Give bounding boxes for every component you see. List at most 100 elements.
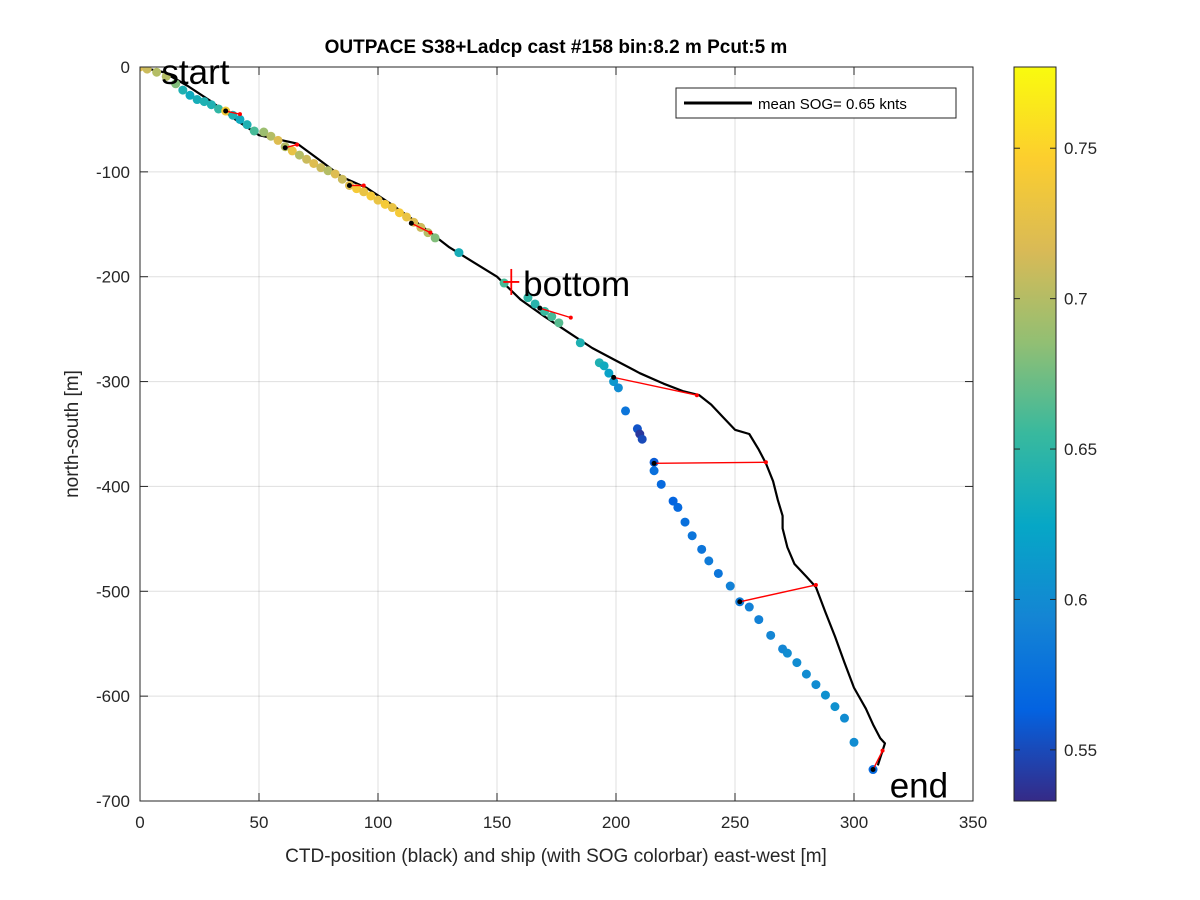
annotations: start bottom end — [161, 53, 948, 805]
connector-line — [539, 307, 571, 319]
ship-point — [725, 581, 735, 591]
ship-point — [142, 67, 152, 74]
grid — [139, 66, 974, 802]
legend: mean SOG= 0.65 knts — [675, 87, 957, 119]
ship-point — [830, 702, 840, 712]
x-tick-label: 150 — [483, 813, 511, 832]
ship-sample-marker — [408, 220, 414, 226]
colorbar-gradient — [1013, 66, 1057, 802]
ship-point — [575, 338, 585, 348]
y-tick-label: -400 — [96, 477, 130, 496]
ship-point — [287, 146, 297, 156]
connector-line — [613, 376, 698, 396]
ship-point — [599, 361, 609, 371]
colorbar-tick-label: 0.55 — [1064, 741, 1097, 760]
ctd-sample-marker — [428, 230, 433, 235]
legend-label: mean SOG= 0.65 knts — [758, 96, 907, 113]
ship-point — [337, 174, 347, 184]
x-tick-label: 300 — [840, 813, 868, 832]
ship-sample-marker — [737, 599, 743, 605]
ship-point — [744, 602, 754, 612]
ship-sample-marker — [870, 767, 876, 773]
ship-point — [266, 131, 276, 141]
ctd-track-line — [140, 67, 887, 766]
ctd-sample-marker — [295, 142, 300, 147]
ship-sample-marker — [282, 145, 288, 151]
markers — [503, 268, 520, 295]
annotation-start: start — [161, 53, 229, 92]
ship-point — [454, 248, 464, 258]
ship-point — [214, 104, 224, 114]
y-tick-label: -200 — [96, 268, 130, 287]
y-tick-label: -300 — [96, 373, 130, 392]
ship-point — [249, 126, 259, 136]
ship-point — [499, 278, 509, 288]
ship-point — [801, 669, 811, 679]
ship-point — [242, 120, 252, 130]
annotation-end: end — [890, 766, 948, 805]
y-tick-label: -700 — [96, 792, 130, 811]
ship-point — [323, 166, 333, 176]
ctd-sample-marker — [880, 748, 885, 753]
annotation-bottom: bottom — [523, 265, 630, 304]
ship-track — [140, 67, 878, 775]
ship-point — [656, 479, 666, 489]
ship-point — [649, 466, 659, 476]
x-tick-label: 50 — [250, 813, 269, 832]
ship-point — [697, 544, 707, 554]
ctd-track — [140, 67, 887, 766]
ship-point — [330, 169, 340, 179]
ship-point — [604, 368, 614, 378]
ship-point — [523, 293, 533, 303]
ship-point — [309, 158, 319, 168]
connectors — [223, 108, 885, 773]
ctd-sample-marker — [237, 112, 242, 117]
connector-line — [654, 461, 766, 465]
ship-point — [782, 648, 792, 658]
ship-point — [316, 163, 326, 173]
ship-point — [273, 135, 283, 145]
colorbar-tick-label: 0.7 — [1064, 290, 1088, 309]
ship-sample-marker — [223, 108, 229, 114]
ship-point — [366, 191, 376, 201]
connector-line — [872, 750, 884, 770]
ship-point — [192, 95, 202, 105]
ship-point — [554, 318, 564, 328]
ship-point — [430, 233, 440, 243]
y-tick-label: -100 — [96, 163, 130, 182]
ship-sample-marker — [651, 460, 657, 466]
ship-point — [621, 406, 631, 416]
connector-line — [739, 584, 817, 603]
ship-point — [792, 658, 802, 668]
ship-point — [547, 312, 557, 322]
ship-point — [820, 690, 830, 700]
ship-point — [206, 100, 216, 110]
ship-sample-marker — [611, 374, 617, 380]
colorbar: 0.55 0.6 0.65 0.7 0.75 — [1013, 66, 1097, 802]
ship-point — [704, 556, 714, 566]
ship-point — [178, 85, 188, 95]
ticks: 0 50 100 150 200 250 300 350 0 -100 -200 -300 -400 -5… — [96, 58, 987, 832]
ship-point — [713, 568, 723, 578]
x-tick-label: 350 — [959, 813, 987, 832]
colorbar-tick-label: 0.6 — [1064, 590, 1088, 609]
ship-point — [259, 127, 269, 137]
y-tick-label: -600 — [96, 687, 130, 706]
ship-point — [161, 71, 171, 81]
ship-point — [185, 90, 195, 100]
x-tick-label: 200 — [602, 813, 630, 832]
connector-line — [411, 222, 431, 234]
ctd-sample-marker — [568, 315, 573, 320]
chart-title: OUTPACE S38+Ladcp cast #158 bin:8.2 m Pc… — [325, 37, 788, 58]
ship-point — [673, 502, 683, 512]
ship-point — [152, 67, 162, 77]
ship-point — [199, 97, 209, 107]
ctd-sample-marker — [813, 582, 818, 587]
x-tick-label: 100 — [364, 813, 392, 832]
ship-sample-marker — [537, 305, 543, 311]
ship-point — [613, 383, 623, 393]
x-tick-label: 250 — [721, 813, 749, 832]
ship-point — [359, 187, 369, 197]
y-tick-label: 0 — [121, 58, 130, 77]
